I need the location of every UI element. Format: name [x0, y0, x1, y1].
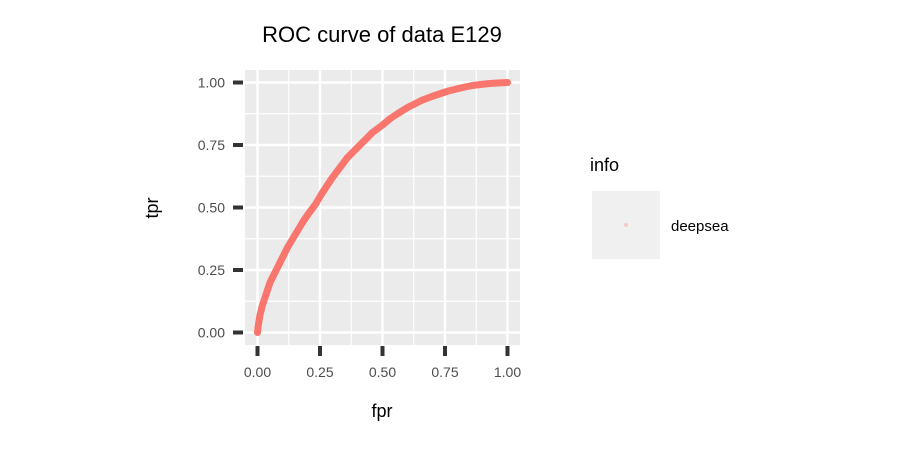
y-tick-label: 0.00 [198, 325, 225, 341]
data-point [454, 85, 461, 92]
y-tick-label: 0.75 [198, 137, 225, 153]
data-point [274, 264, 281, 271]
data-point [429, 93, 436, 100]
data-point [254, 324, 262, 331]
data-point [336, 164, 344, 171]
data-point [329, 174, 336, 181]
data-point [291, 231, 299, 239]
data-point [411, 100, 419, 107]
data-point [386, 115, 394, 122]
data-point [404, 104, 411, 111]
data-point [369, 129, 376, 136]
y-axis-ticks: 0.00 0.25 0.50 0.75 1.00 [198, 75, 243, 341]
y-tick-label: 0.25 [198, 262, 225, 278]
data-point [254, 329, 261, 336]
legend-title: info [590, 155, 619, 175]
data-point [319, 189, 326, 196]
data-point [269, 274, 276, 281]
legend-key-background [592, 191, 660, 259]
data-point [311, 201, 319, 209]
data-point [259, 301, 266, 309]
data-point [379, 121, 386, 129]
data-point [479, 81, 486, 88]
x-tick-label: 0.00 [244, 364, 271, 380]
data-point [486, 80, 494, 87]
data-point [304, 211, 311, 219]
data-point [461, 83, 469, 91]
data-point [261, 294, 269, 301]
x-tick-label: 0.50 [369, 364, 396, 380]
x-axis-label: fpr [371, 401, 392, 421]
data-point [419, 96, 426, 104]
data-point [469, 82, 476, 89]
data-point [354, 144, 361, 151]
data-point [284, 244, 291, 251]
data-point [499, 79, 506, 86]
data-point [299, 219, 306, 226]
data-point [255, 319, 262, 326]
x-axis-ticks: 0.00 0.25 0.50 0.75 1.00 [244, 346, 521, 380]
legend: info deepsea [590, 155, 729, 259]
data-point [436, 90, 444, 97]
grid-lines [245, 70, 520, 345]
data-point [394, 110, 401, 117]
data-point [444, 88, 451, 95]
data-point [266, 279, 274, 286]
data-point [504, 79, 511, 86]
x-tick-label: 0.25 [306, 364, 333, 380]
data-point [279, 254, 286, 261]
y-axis-label: tpr [142, 197, 162, 218]
data-point [264, 286, 271, 294]
y-tick-label: 0.50 [198, 200, 225, 216]
x-tick-label: 1.00 [494, 364, 521, 380]
series-layer [254, 79, 511, 336]
y-tick-label: 1.00 [198, 75, 225, 91]
data-point [256, 311, 264, 319]
x-tick-label: 0.75 [431, 364, 458, 380]
chart-title: ROC curve of data E129 [262, 22, 502, 47]
data-point [361, 136, 369, 144]
data-point [258, 306, 265, 314]
data-point [494, 79, 501, 87]
data-point [344, 154, 351, 161]
legend-entry-label: deepsea [671, 218, 729, 235]
legend-key-point [624, 223, 628, 227]
